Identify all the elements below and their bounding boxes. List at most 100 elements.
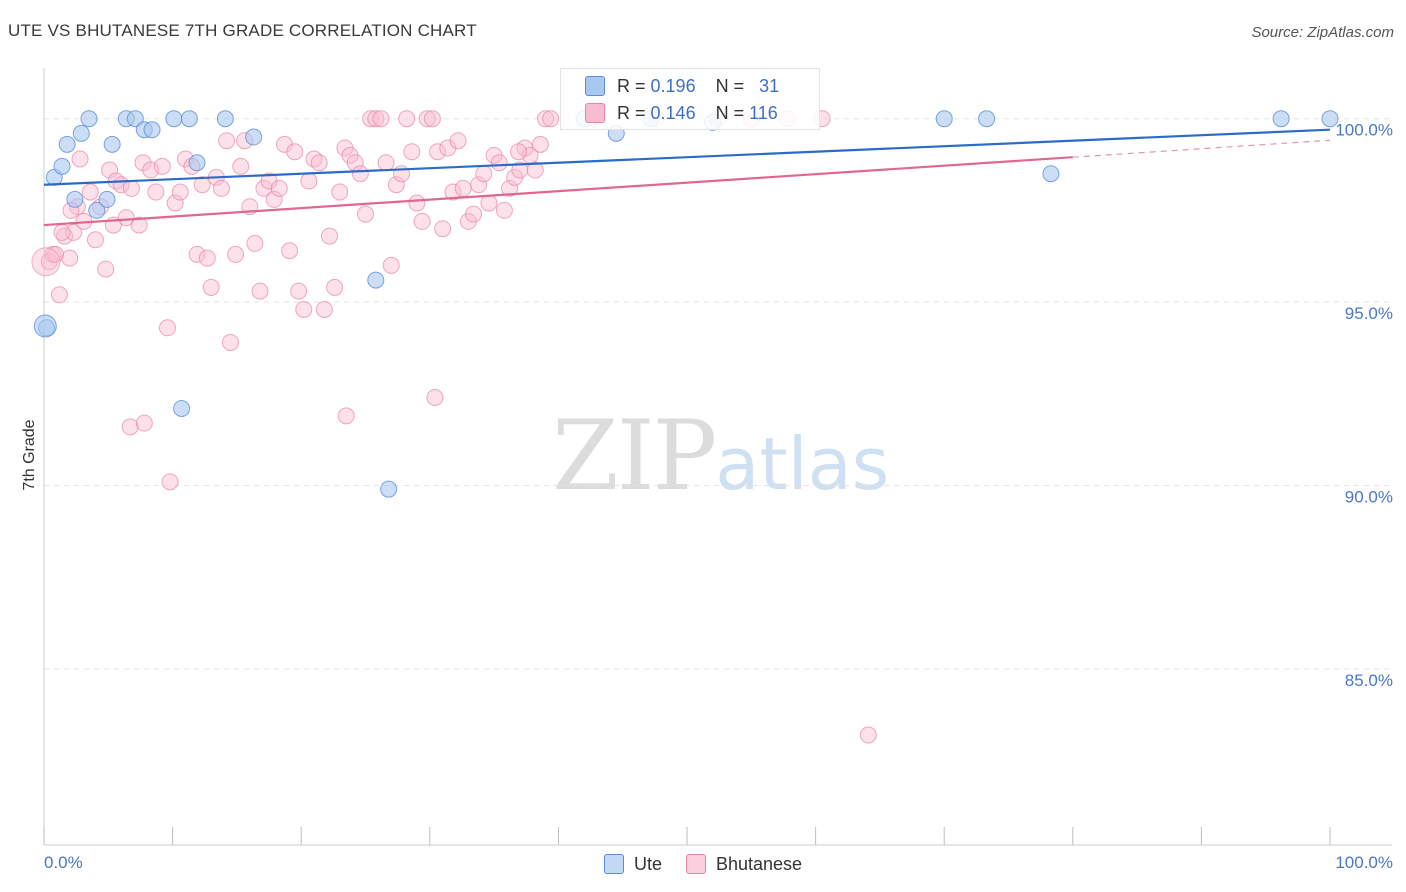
bhutanese-point <box>101 161 119 179</box>
bhutanese-point <box>423 110 441 128</box>
stats-legend: R = 0.196 N = 31 R = 0.146 N = 116 <box>560 68 820 130</box>
bhutanese-point <box>265 190 283 208</box>
bhutanese-point <box>418 110 436 128</box>
bhutanese-point <box>65 223 83 241</box>
bhutanese-point <box>166 194 184 212</box>
ute-point <box>126 110 144 128</box>
bhutanese-point <box>221 333 239 351</box>
bhutanese-point <box>71 150 89 168</box>
bhutanese-point <box>542 110 560 128</box>
legend-item-bhutanese: Bhutanese <box>685 854 802 875</box>
bhutanese-point <box>454 179 472 197</box>
bhutanese-point <box>362 110 380 128</box>
source-label: Source: ZipAtlas.com <box>1251 24 1394 41</box>
bhutanese-point <box>320 227 338 245</box>
bhutanese-point <box>281 242 299 260</box>
watermark-zip: ZIP <box>552 400 717 512</box>
ute-r-value: 0.196 <box>650 75 696 96</box>
watermark: ZIPatlas <box>552 400 889 512</box>
bhutanese-point <box>326 278 344 296</box>
watermark-atlas: atlas <box>715 422 890 506</box>
legend-item-ute: Ute <box>603 854 662 875</box>
ute-point <box>935 110 953 128</box>
ute-point <box>80 110 98 128</box>
bhutanese-point <box>357 205 374 223</box>
ute-trend-line <box>43 128 1331 186</box>
bhutanese-point <box>130 216 148 234</box>
bhutanese-point <box>153 157 171 175</box>
ute-point <box>245 128 263 146</box>
bhutanese-point <box>426 388 444 406</box>
ute-point <box>143 121 161 139</box>
bhutanese-point <box>202 278 220 296</box>
x-tick-label: 0.0% <box>44 853 83 872</box>
bhutanese-point <box>859 726 877 744</box>
ute-point <box>72 124 90 142</box>
ute-points <box>33 110 1339 498</box>
bhutanese-point <box>413 212 431 230</box>
bhutanese-n-value: 116 <box>749 102 778 123</box>
bhutanese-point <box>290 282 308 300</box>
bhutanese-point <box>227 245 245 263</box>
ute-point-large <box>33 314 57 338</box>
y-tick-label: 85.0% <box>1345 671 1393 690</box>
bhutanese-point <box>97 260 115 278</box>
bhutanese-point <box>193 176 211 194</box>
ute-point <box>58 135 76 153</box>
bhutanese-point <box>475 165 493 183</box>
bhutanese-point <box>526 161 544 179</box>
bhutanese-point <box>147 183 165 201</box>
bhutanese-point <box>480 194 498 212</box>
ute-point <box>88 201 106 219</box>
ute-point <box>1321 110 1339 128</box>
bhutanese-point <box>158 319 176 337</box>
bhutanese-point <box>351 165 369 183</box>
bhutanese-point <box>188 245 206 263</box>
bhutanese-point <box>81 183 99 201</box>
bhutanese-swatch <box>585 103 605 123</box>
y-tick-label: 90.0% <box>1345 488 1393 507</box>
bhutanese-point <box>367 110 385 128</box>
axis-labels: 100.0% 95.0% 90.0% 85.0% 0.0% 100.0% 7th Grade <box>21 121 1393 872</box>
bhutanese-point <box>270 179 288 197</box>
bhutanese-point <box>198 249 216 267</box>
bhutanese-point <box>135 414 153 432</box>
bhutanese-r-value: 0.146 <box>650 102 696 123</box>
bhutanese-point <box>117 209 135 227</box>
ute-point <box>380 480 398 498</box>
bhutanese-n-label: N = <box>715 102 745 123</box>
ute-n-value: 31 <box>759 75 780 96</box>
ute-point <box>66 190 84 208</box>
trend-lines <box>43 128 1331 227</box>
y-tick-label: 95.0% <box>1345 304 1393 323</box>
ute-point <box>180 110 198 128</box>
bhutanese-point <box>246 234 264 252</box>
y-axis-title: 7th Grade <box>21 419 38 490</box>
ute-point <box>367 271 385 289</box>
bhutanese-point <box>315 300 333 318</box>
bhutanese-point <box>403 143 421 161</box>
bhutanese-point <box>470 176 488 194</box>
ute-point <box>1272 110 1290 128</box>
bhutanese-point <box>61 249 79 267</box>
bhutanese-point <box>295 300 313 318</box>
bhutanese-point <box>398 110 416 128</box>
bhutanese-point <box>300 172 318 190</box>
ute-point <box>188 154 206 172</box>
bhutanese-trend-line <box>43 156 1073 227</box>
ute-point <box>173 399 191 417</box>
ute-point <box>98 190 116 208</box>
bhutanese-point <box>501 179 519 197</box>
ute-point <box>1042 165 1060 183</box>
bhutanese-point <box>387 176 405 194</box>
bhutanese-point <box>382 256 400 274</box>
bhutanese-point <box>251 282 269 300</box>
ute-point <box>53 157 71 175</box>
bhutanese-point <box>434 220 452 238</box>
bhutanese-point <box>161 473 179 491</box>
bhutanese-point <box>212 179 230 197</box>
legend-ute-swatch <box>603 854 624 874</box>
bhutanese-point <box>537 110 555 128</box>
bhutanese-point <box>218 132 236 150</box>
